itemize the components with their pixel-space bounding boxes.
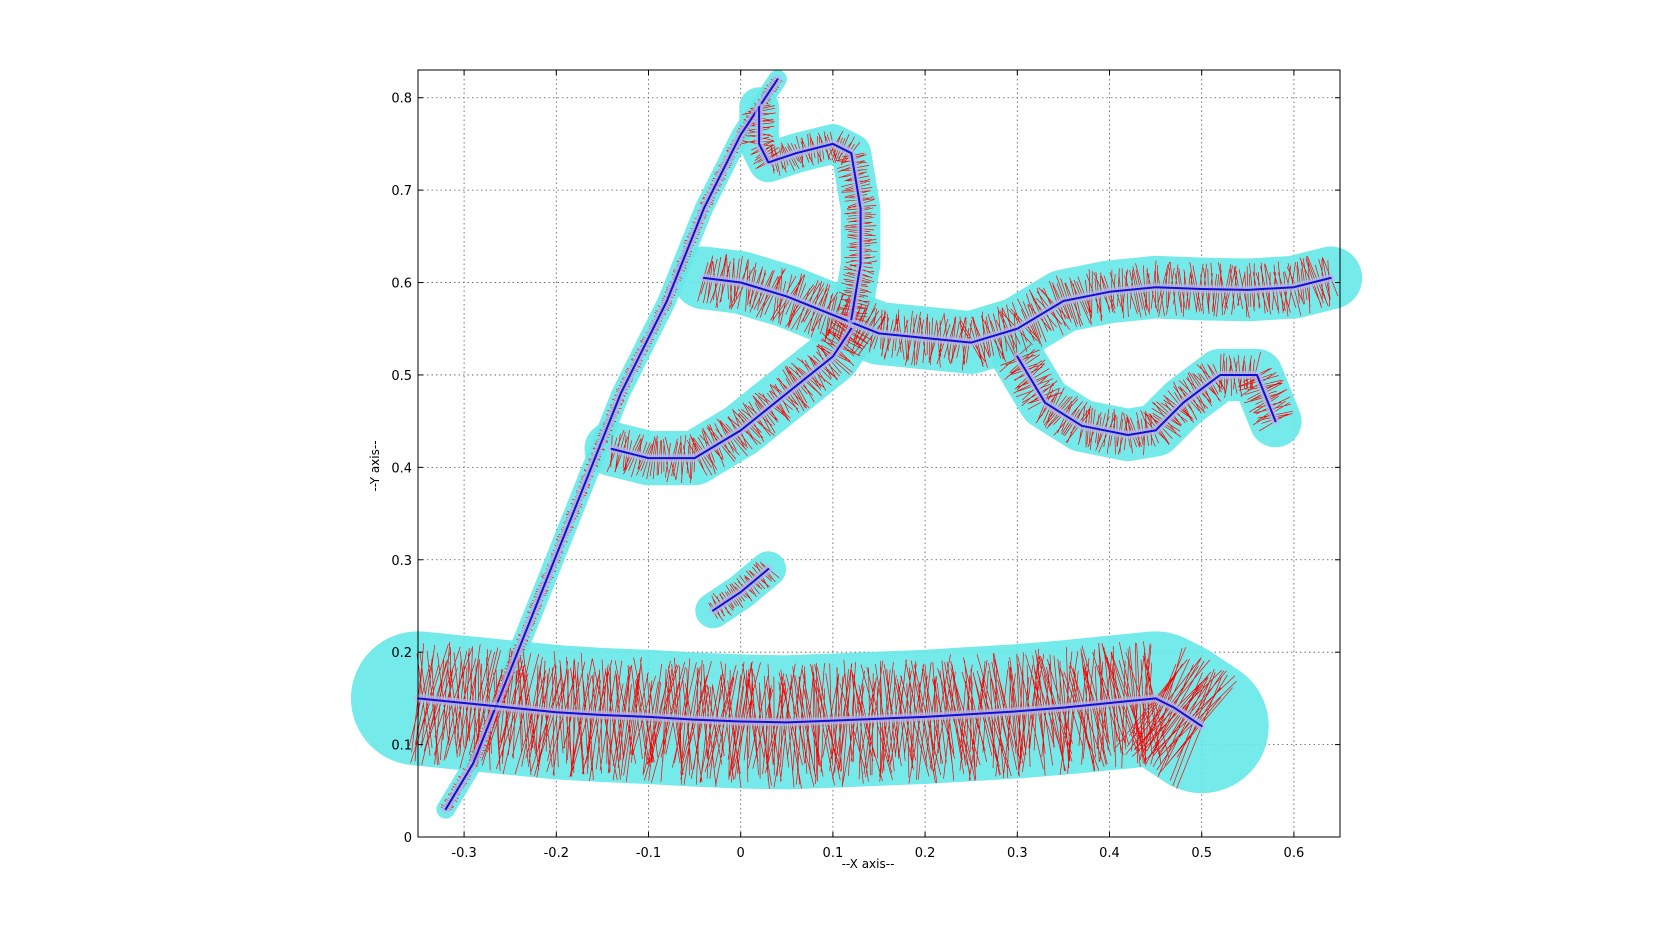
x-tick-label: 0.3 [1007,846,1028,861]
x-tick-label: 0.4 [1099,846,1120,861]
skeleton-line [417,697,1203,728]
y-tick-label: 0.7 [391,184,412,199]
x-tick-label: 0.6 [1284,846,1305,861]
x-axis-ticks: -0.3 -0.2 -0.1 0 0.1 0.2 0.3 0.4 0.5 0.6 [451,70,1304,861]
x-axis-label: --X axis-- [842,857,895,871]
skeleton-line [610,327,853,460]
x-tick-label: -0.2 [544,846,569,861]
x-tick-label: 0.2 [915,846,936,861]
y-tick-label: 0.4 [391,461,412,476]
x-tick-label: -0.1 [636,846,661,861]
y-tick-label: 0.1 [391,739,412,754]
skeleton-line [758,106,862,321]
skeleton-curves [414,75,1335,814]
y-axis-ticks: 0 0.1 0.2 0.3 0.4 0.5 0.6 0.7 0.8 [391,92,1340,846]
skeleton-line [712,568,770,612]
axes-frame [417,69,1341,838]
y-axis-label: --Y axis-- [368,440,382,491]
x-tick-label: -0.3 [451,846,476,861]
x-tick-label: 0.5 [1191,846,1212,861]
x-tick-label: 0 [737,846,745,861]
y-tick-label: 0.5 [391,369,412,384]
axes-box [417,69,1341,838]
y-tick-label: 0 [404,831,412,846]
y-tick-label: 0.8 [391,92,412,107]
y-tick-label: 0.3 [391,554,412,569]
x-tick-label: 0.1 [823,846,844,861]
skeleton-line [1016,355,1277,436]
y-tick-label: 0.2 [391,646,412,661]
skeleton-line [702,276,1332,344]
skeleton-line [444,78,779,811]
y-tick-label: 0.6 [391,277,412,292]
